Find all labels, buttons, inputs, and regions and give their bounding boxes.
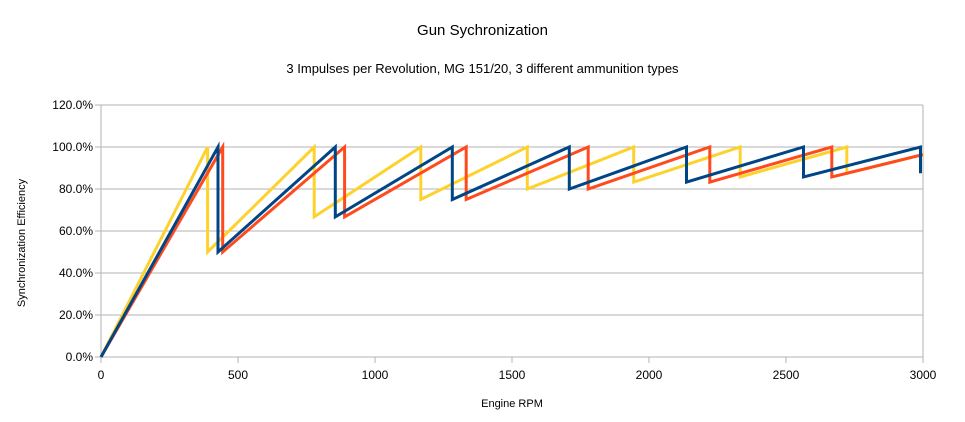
x-tick-label: 0: [98, 368, 105, 382]
series-line-1: [99, 143, 924, 358]
y-tick-label: 100.0%: [52, 140, 93, 154]
tick-labels: 0.0% 20.0% 40.0% 60.0% 80.0% 100.0% 120.0% 0 500…: [52, 98, 936, 382]
grid-lines: [101, 104, 923, 316]
series-group: [99, 141, 924, 358]
x-axis-label: Engine RPM: [481, 398, 543, 410]
y-tick-label: 0.0%: [66, 350, 94, 364]
x-tick-label: 2000: [636, 368, 663, 382]
x-tick-label: 500: [228, 368, 248, 382]
chart-subtitle: 3 Impulses per Revolution, MG 151/20, 3 …: [286, 61, 679, 76]
series-line-2: [99, 141, 924, 358]
x-tick-label: 3000: [910, 368, 937, 382]
axes: [95, 104, 924, 363]
y-tick-label: 20.0%: [59, 308, 93, 322]
y-tick-label: 80.0%: [59, 182, 93, 196]
y-tick-label: 120.0%: [52, 98, 93, 112]
series-line-3: [99, 141, 922, 358]
x-tick-label: 1000: [362, 368, 389, 382]
x-tick-label: 1500: [499, 368, 526, 382]
chart-title: Gun Sychronization: [417, 22, 548, 39]
y-tick-label: 40.0%: [59, 266, 93, 280]
x-tick-label: 2500: [773, 368, 800, 382]
y-tick-label: 60.0%: [59, 224, 93, 238]
